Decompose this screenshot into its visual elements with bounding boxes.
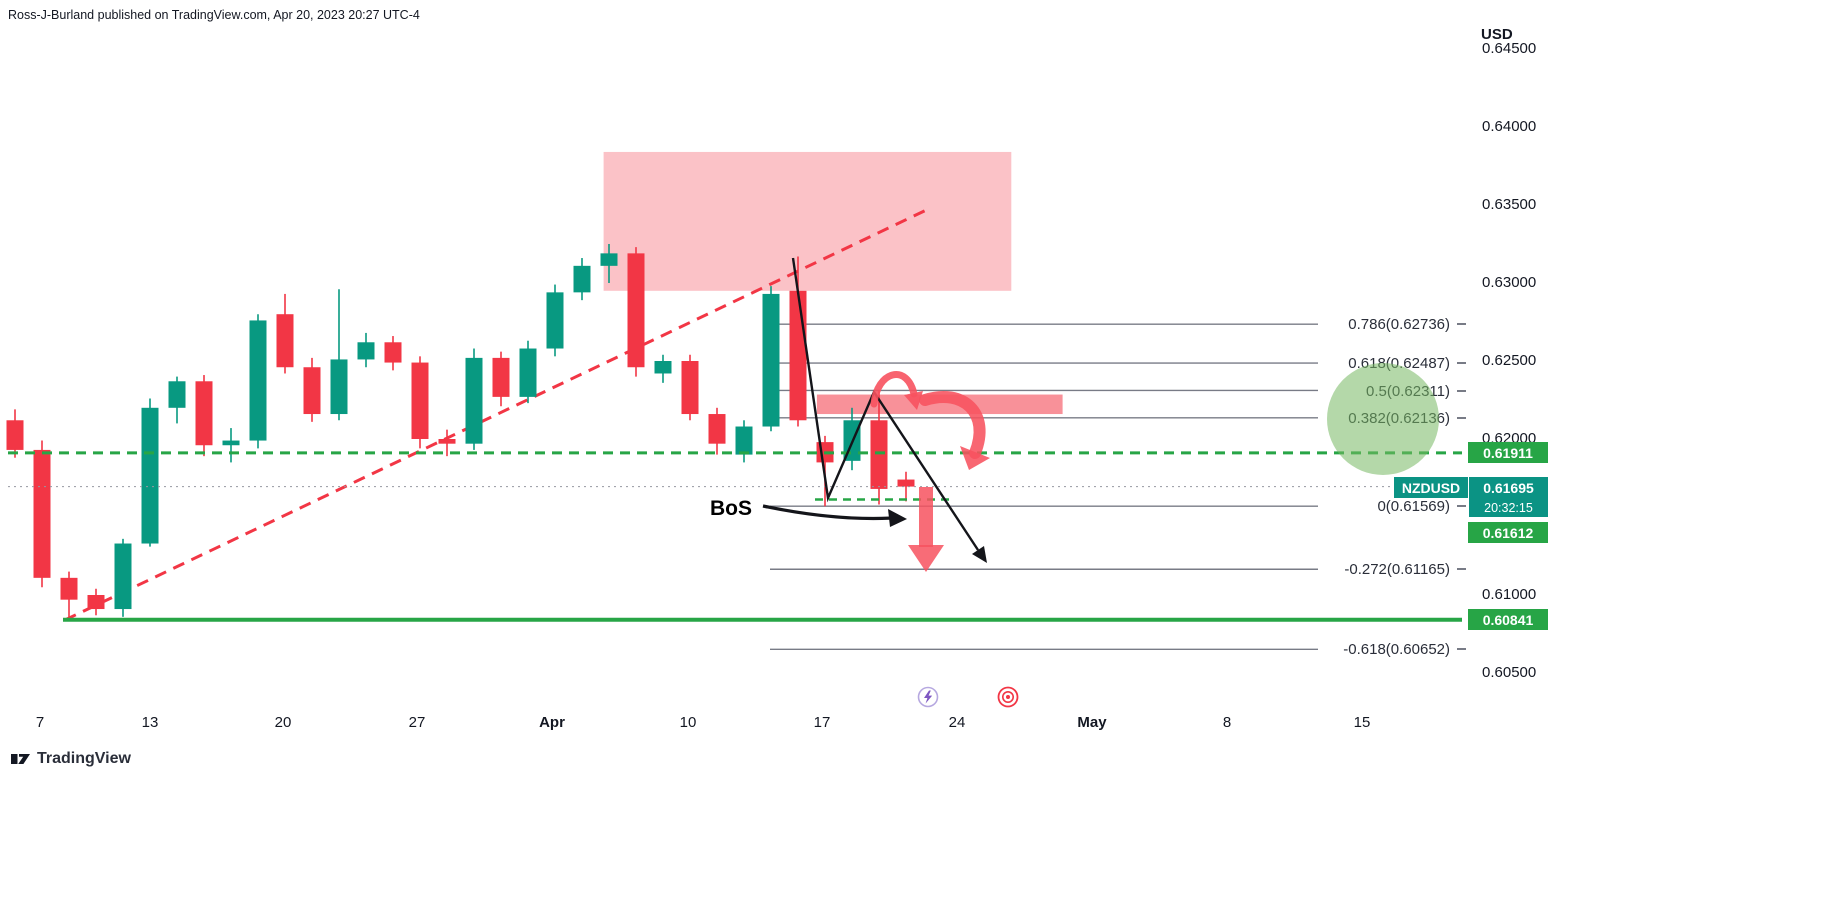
idea-lightning-icon[interactable] xyxy=(917,686,939,708)
candle-body xyxy=(897,479,915,487)
candle-body xyxy=(195,381,213,446)
candle-body xyxy=(33,449,51,578)
time-axis-tick-month[interactable]: Apr xyxy=(539,714,565,731)
time-axis-tick[interactable]: 8 xyxy=(1222,714,1232,731)
candle-body xyxy=(519,348,537,397)
candle-body xyxy=(303,367,321,415)
trendline-dashed[interactable] xyxy=(64,206,931,622)
candle-body xyxy=(546,292,564,349)
candle-body xyxy=(600,253,618,266)
time-axis-tick[interactable]: 13 xyxy=(141,714,159,731)
price-axis-tick[interactable]: 0.63000 xyxy=(1482,274,1537,291)
candle-body xyxy=(465,357,483,444)
red-curved-arrow-small[interactable] xyxy=(870,371,918,408)
currency-label: USD xyxy=(1481,26,1513,43)
candle-body xyxy=(276,314,294,368)
lightning-bolt xyxy=(924,690,933,704)
price-axis-tick[interactable]: 0.61000 xyxy=(1482,586,1537,603)
tradingview-logo-text: TradingView xyxy=(37,750,131,767)
candle-body xyxy=(141,407,159,544)
minor-level-price-badge[interactable]: 0.61612 xyxy=(1468,522,1548,543)
symbol-label-badge[interactable]: NZDUSD xyxy=(1394,477,1468,498)
economic-event-icon[interactable] xyxy=(997,686,1019,708)
candle-body xyxy=(762,293,780,427)
fib-label-0[interactable]: 0(0.61569) xyxy=(1280,496,1466,516)
fib-line-end-tick xyxy=(1457,648,1466,650)
fib-line-end-tick xyxy=(1457,323,1466,325)
candle-body xyxy=(384,342,402,363)
candle-body xyxy=(492,357,510,397)
price-axis-tick[interactable]: 0.64000 xyxy=(1482,118,1537,135)
candle-body xyxy=(627,253,645,368)
supply-zone[interactable] xyxy=(603,151,1012,291)
candle-body xyxy=(870,420,888,489)
candle-body xyxy=(816,442,834,463)
supply-zone[interactable] xyxy=(816,394,1063,415)
time-axis-tick[interactable]: 7 xyxy=(35,714,45,731)
price-axis-tick[interactable]: 0.63500 xyxy=(1482,196,1537,213)
time-axis-tick[interactable]: 17 xyxy=(813,714,831,731)
candle-body xyxy=(60,577,78,600)
candle-body xyxy=(249,320,267,441)
candle-body xyxy=(168,381,186,408)
fib-line-end-tick xyxy=(1457,505,1466,507)
price-axis-tick[interactable]: 0.60500 xyxy=(1482,664,1537,681)
bos-annotation[interactable]: BoS xyxy=(710,497,752,520)
bos-arrow-line[interactable] xyxy=(762,504,894,521)
candle-body xyxy=(654,361,672,374)
fib-label-neg618[interactable]: -0.618(0.60652) xyxy=(1280,639,1466,659)
candle-body xyxy=(735,426,753,455)
time-axis-tick[interactable]: 24 xyxy=(948,714,966,731)
price-axis-tick[interactable]: 0.64500 xyxy=(1482,40,1537,57)
time-axis-tick[interactable]: 10 xyxy=(679,714,697,731)
red-curved-arrow-large-head xyxy=(960,446,990,470)
candle-body xyxy=(222,440,240,446)
candle-body xyxy=(789,290,807,421)
candle-body xyxy=(114,543,132,610)
attribution-text: Ross-J-Burland published on TradingView.… xyxy=(8,8,420,22)
bos-arrowhead xyxy=(888,509,907,527)
time-axis-tick[interactable]: 20 xyxy=(274,714,292,731)
fib-label-618[interactable]: 0.618(0.62487) xyxy=(1280,353,1466,373)
red-curved-arrow-large[interactable] xyxy=(919,391,986,459)
candle-body xyxy=(573,265,591,293)
fib-line-end-tick xyxy=(1457,568,1466,570)
projection-zigzag[interactable] xyxy=(791,257,980,551)
candle-body xyxy=(681,361,699,415)
last-price-badge: 0.61695 xyxy=(1469,477,1548,498)
tradingview-logo-icon xyxy=(11,754,30,764)
candle-body xyxy=(6,420,24,450)
icon-inner-ring xyxy=(1002,691,1014,703)
fib-label-382[interactable]: 0.382(0.62136) xyxy=(1280,408,1466,428)
projection-arrowhead xyxy=(972,546,987,563)
fib-label-786[interactable]: 0.786(0.62736) xyxy=(1280,314,1466,334)
candle-body xyxy=(330,359,348,415)
time-axis-tick-month[interactable]: May xyxy=(1077,714,1107,731)
red-down-arrow-shaft[interactable] xyxy=(919,487,933,547)
price-axis-tick[interactable]: 0.62500 xyxy=(1482,352,1537,369)
candle-body xyxy=(357,342,375,360)
fib-label-50[interactable]: 0.5(0.62311) xyxy=(1280,381,1466,401)
bar-countdown-badge: 20:32:15 xyxy=(1469,498,1548,517)
candle-body xyxy=(411,362,429,439)
tradingview-logo[interactable]: TradingView xyxy=(10,749,131,769)
red-curved-arrow-small-head xyxy=(904,391,923,410)
candle-body xyxy=(708,414,726,444)
candle-body xyxy=(843,420,861,461)
fib-line-end-tick xyxy=(1457,417,1466,419)
fib-line-end-tick xyxy=(1457,390,1466,392)
resistance-price-badge[interactable]: 0.61911 xyxy=(1468,442,1548,463)
fib-label-neg272[interactable]: -0.272(0.61165) xyxy=(1280,559,1466,579)
support-price-badge[interactable]: 0.60841 xyxy=(1468,609,1548,630)
fib-line-end-tick xyxy=(1457,362,1466,364)
icon-center-dot xyxy=(1006,695,1010,699)
red-down-arrow-head xyxy=(908,545,944,572)
time-axis-tick[interactable]: 27 xyxy=(408,714,426,731)
candle-body xyxy=(438,439,456,444)
time-axis-tick[interactable]: 15 xyxy=(1353,714,1371,731)
candle-body xyxy=(87,595,105,610)
